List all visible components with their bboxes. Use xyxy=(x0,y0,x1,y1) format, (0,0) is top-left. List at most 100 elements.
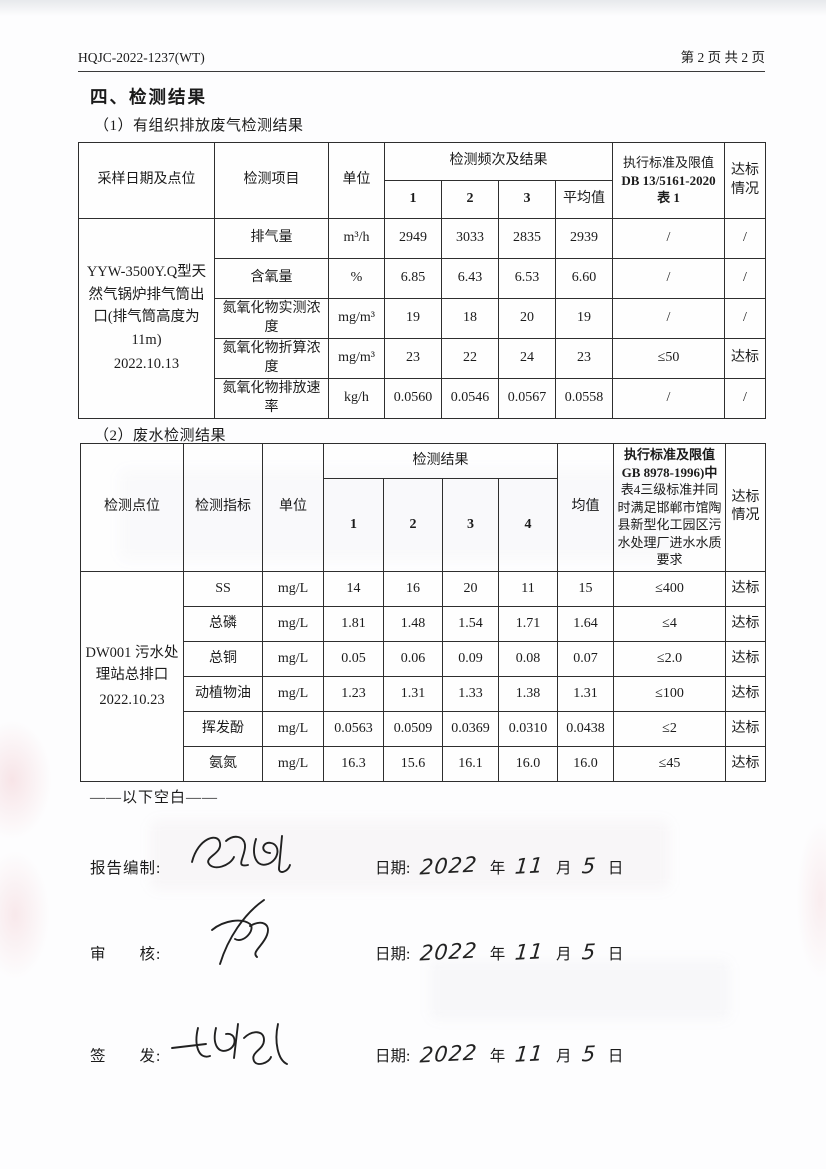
water-results-table: 检测点位 检测指标 单位 检测结果 均值 执行标准及限值 GB 8978-199… xyxy=(80,442,766,782)
year-label: 年 xyxy=(489,860,506,877)
cell-limit: / xyxy=(612,298,725,339)
cell-item: 氮氧化物折算浓度 xyxy=(214,338,329,379)
col-header-status: 达标情况 xyxy=(725,443,766,572)
cell-unit: mg/L xyxy=(262,605,324,642)
cell-limit: ≤400 xyxy=(613,570,726,607)
cell-value: 0.0310 xyxy=(498,710,558,747)
handwritten-month: 11 xyxy=(514,1041,546,1067)
cell-average: 0.07 xyxy=(557,640,614,677)
cell-value: 20 xyxy=(498,298,556,339)
cell-unit: mg/L xyxy=(262,745,324,782)
run-header-2: 2 xyxy=(441,180,499,219)
cell-average: 19 xyxy=(555,298,613,339)
standard-code: GB 8978-1996)中 xyxy=(621,464,718,480)
handwritten-day: 5 xyxy=(580,1041,597,1067)
signature-issuer xyxy=(171,1023,288,1065)
col-header-item: 检测项目 xyxy=(214,142,329,219)
signature-reviewer xyxy=(211,899,269,965)
cell-status: 达标 xyxy=(725,745,766,782)
cell-value: 18 xyxy=(441,298,499,339)
cell-value: 20 xyxy=(442,570,499,607)
cell-average: 0.0558 xyxy=(555,378,613,419)
cell-value: 0.0563 xyxy=(323,710,384,747)
standard-table-ref: 表 1 xyxy=(657,190,680,206)
cell-average: 1.31 xyxy=(557,675,614,712)
cell-average: 16.0 xyxy=(557,745,614,782)
col-header-site: 采样日期及点位 xyxy=(78,142,215,219)
cell-value: 1.23 xyxy=(323,675,384,712)
cell-value: 1.33 xyxy=(442,675,499,712)
doc-number: HQJC-2022-1237(WT) xyxy=(78,50,205,65)
cell-value: 0.09 xyxy=(442,640,499,677)
cell-value: 1.81 xyxy=(323,605,384,642)
col-header-status: 达标情况 xyxy=(724,142,766,219)
handwritten-month: 11 xyxy=(514,939,546,965)
issuer-label: 签 发: xyxy=(90,1048,162,1065)
cell-item: 总磷 xyxy=(183,605,263,642)
run-header-4: 4 xyxy=(498,478,558,572)
cell-average: 0.0438 xyxy=(557,710,614,747)
handwritten-day: 5 xyxy=(580,939,597,965)
cell-status: 达标 xyxy=(725,710,766,747)
day-label: 日 xyxy=(607,946,624,963)
site-date: 2022.10.13 xyxy=(113,356,180,373)
cell-value: 19 xyxy=(384,298,442,339)
cell-unit: mg/L xyxy=(262,675,324,712)
table-row: 氮氧化物折算浓度 mg/m³ 23 22 24 23 ≤50 达标 xyxy=(79,338,766,379)
col-header-unit: 单位 xyxy=(262,443,324,572)
cell-value: 16.3 xyxy=(323,745,384,782)
date-line: 日期: 2022 年 11 月 5 日 xyxy=(375,852,623,879)
cell-value: 3033 xyxy=(441,218,499,259)
cell-limit: / xyxy=(612,378,725,419)
cell-value: 0.0509 xyxy=(383,710,443,747)
cell-unit: mg/L xyxy=(262,570,324,607)
date-label: 日期: xyxy=(375,1048,411,1065)
cell-value: 6.53 xyxy=(498,258,556,299)
cell-value: 24 xyxy=(498,338,556,379)
sampling-site-cell: DW001 污水处理站总排口 2022.10.23 xyxy=(80,570,184,782)
standard-title: 执行标准及限值 xyxy=(623,447,715,462)
col-header-standard: 执行标准及限值 DB 13/5161-2020 表 1 xyxy=(612,142,725,219)
table-row: YYW-3500Y.Q型天然气锅炉排气筒出口(排气筒高度为11m) 2022.1… xyxy=(78,218,766,419)
cell-value: 1.54 xyxy=(442,605,499,642)
cell-average: 23 xyxy=(555,338,613,379)
cell-value: 16.1 xyxy=(442,745,499,782)
standard-title: 执行标准及限值 xyxy=(622,155,714,171)
cell-value: 23 xyxy=(384,338,442,379)
date-label: 日期: xyxy=(375,860,411,877)
cell-value: 1.31 xyxy=(383,675,443,712)
cell-status: 达标 xyxy=(724,338,766,379)
cell-average: 1.64 xyxy=(557,605,614,642)
blank-below-note: ——以下空白—— xyxy=(90,790,219,806)
gas-table-subtitle: （1）有组织排放废气检测结果 xyxy=(94,118,304,134)
cell-value: 0.0567 xyxy=(498,378,556,419)
cell-limit: ≤50 xyxy=(612,338,725,379)
cell-value: 1.71 xyxy=(498,605,558,642)
cell-unit: mg/L xyxy=(262,640,324,677)
table-row: 总铜 mg/L 0.05 0.06 0.09 0.08 0.07 ≤2.0 达标 xyxy=(81,640,766,677)
stamp-bleed-through xyxy=(0,720,52,840)
cell-status: / xyxy=(724,298,766,339)
cell-value: 0.08 xyxy=(498,640,558,677)
cell-value: 6.43 xyxy=(441,258,499,299)
table-row: 氮氧化物实测浓度 mg/m³ 19 18 20 19 / / xyxy=(79,298,766,339)
run-header-avg: 平均值 xyxy=(555,180,613,219)
cell-value: 15.6 xyxy=(383,745,443,782)
cell-item: 氮氧化物排放速率 xyxy=(214,378,329,419)
year-label: 年 xyxy=(489,1048,506,1065)
water-table-subtitle: （2）废水检测结果 xyxy=(94,428,227,444)
handwritten-year: 2022 xyxy=(419,938,479,966)
cell-value: 6.85 xyxy=(384,258,442,299)
date-label: 日期: xyxy=(375,946,411,963)
cell-item: 挥发酚 xyxy=(183,710,263,747)
table-row: 挥发酚 mg/L 0.0563 0.0509 0.0369 0.0310 0.0… xyxy=(81,710,766,747)
month-label: 月 xyxy=(556,1048,572,1065)
col-header-site: 检测点位 xyxy=(80,443,184,572)
cell-value: 1.48 xyxy=(383,605,443,642)
table-row: 含氧量 % 6.85 6.43 6.53 6.60 / / xyxy=(79,258,766,299)
handwritten-year: 2022 xyxy=(419,1040,479,1068)
cell-value: 16 xyxy=(383,570,443,607)
cell-status: 达标 xyxy=(725,570,766,607)
cell-unit: mg/m³ xyxy=(328,298,385,339)
